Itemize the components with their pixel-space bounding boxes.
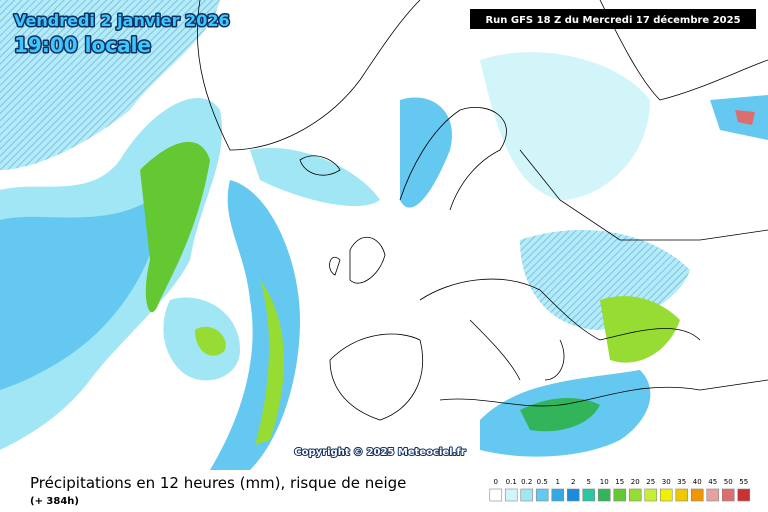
legend-label: 2 — [571, 478, 575, 486]
legend-label: 50 — [724, 478, 733, 486]
legend-label: 0.5 — [537, 478, 548, 486]
legend-label: 15 — [615, 478, 624, 486]
legend-swatch — [566, 488, 580, 502]
legend-swatch — [551, 488, 565, 502]
legend-swatch — [504, 488, 518, 502]
legend-swatch — [535, 488, 549, 502]
legend-label: 0.2 — [521, 478, 532, 486]
legend-swatch — [644, 488, 658, 502]
copyright: Copyright © 2025 Meteociel.fr — [294, 447, 465, 458]
legend-swatch — [628, 488, 642, 502]
legend-label: 0 — [494, 478, 498, 486]
legend-label: 35 — [677, 478, 686, 486]
precipitation-field — [0, 0, 768, 470]
legend-swatch — [721, 488, 735, 502]
legend-label: 0.1 — [506, 478, 517, 486]
lead-time: (+ 384h) — [30, 496, 79, 507]
legend-swatch — [582, 488, 596, 502]
legend-swatch — [675, 488, 689, 502]
legend-label: 5 — [587, 478, 591, 486]
forecast-time: 19:00 locale — [14, 33, 151, 57]
run-box — [470, 9, 756, 29]
legend-swatch — [737, 488, 751, 502]
footer-title: Précipitations en 12 heures (mm), risque… — [30, 474, 406, 492]
legend-swatch — [690, 488, 704, 502]
legend-label: 30 — [662, 478, 671, 486]
legend-label: 20 — [631, 478, 640, 486]
legend-swatch — [613, 488, 627, 502]
forecast-date: Vendredi 2 janvier 2026 — [14, 11, 230, 30]
legend-swatch — [520, 488, 534, 502]
legend-label: 10 — [600, 478, 609, 486]
legend-label: 1 — [556, 478, 560, 486]
legend-label: 40 — [693, 478, 702, 486]
legend-label: 25 — [646, 478, 655, 486]
legend-label: 55 — [739, 478, 748, 486]
legend: 0 0.1 0.2 0.5 1 2 5 10 15 20 25 30 35 40 45 50 55 — [489, 478, 751, 502]
legend-swatch — [659, 488, 673, 502]
legend-label: 45 — [708, 478, 717, 486]
run-info: Run GFS 18 Z du Mercredi 17 décembre 202… — [485, 14, 740, 26]
legend-swatch — [489, 488, 503, 502]
legend-swatch — [597, 488, 611, 502]
coastlines — [197, 0, 768, 421]
legend-swatch — [706, 488, 720, 502]
